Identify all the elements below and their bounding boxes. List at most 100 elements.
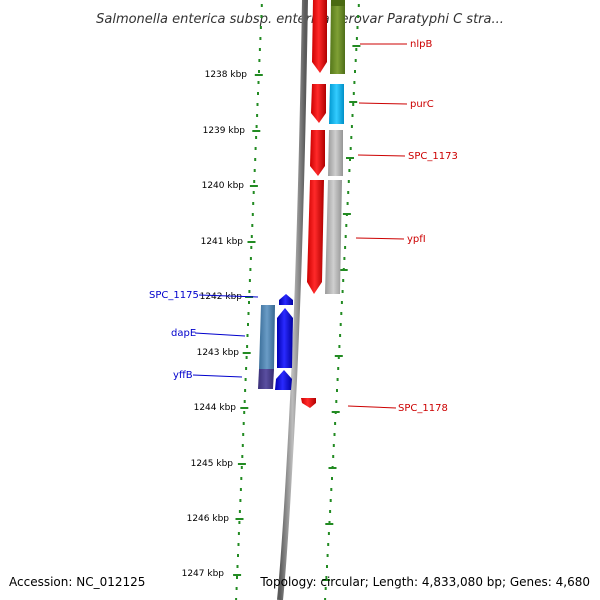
gene-label-spc1178[interactable]: SPC_1178 <box>398 403 448 414</box>
scale-dot <box>335 400 338 403</box>
genome-backbone <box>277 0 308 600</box>
scale-dot <box>258 48 261 51</box>
scale-dot <box>259 26 262 29</box>
scale-dot <box>347 180 350 183</box>
scale-dot <box>249 257 252 260</box>
cog-bar-spc1173[interactable] <box>328 130 343 176</box>
scale-dot <box>336 389 338 392</box>
scale-dot <box>249 268 252 271</box>
cog-bar-nlpb[interactable] <box>330 0 345 74</box>
scale-dot <box>255 136 258 139</box>
gene-arrow-yffb[interactable] <box>275 370 292 390</box>
scale-dot <box>329 510 332 513</box>
scale-dot <box>251 213 254 216</box>
scale-dot <box>250 246 253 249</box>
gene-label-nlpb[interactable]: nlpB <box>410 39 432 50</box>
genome-info-text: Topology: circular; Length: 4,833,080 bp… <box>259 575 590 589</box>
scale-dot <box>258 70 260 73</box>
cog-bar-yffb[interactable] <box>258 369 274 389</box>
cog-bar-dape[interactable] <box>259 305 275 369</box>
scale-dot <box>240 477 243 480</box>
scale-dot <box>248 290 251 293</box>
scale-dot <box>236 576 238 579</box>
gene-arrow-purc[interactable] <box>311 84 326 123</box>
gene-label-yffb[interactable]: yffB <box>173 370 193 381</box>
scale-dot <box>328 521 331 524</box>
scale-dot <box>237 532 240 535</box>
scale-dot <box>337 356 340 359</box>
gene-label-spc1175[interactable]: SPC_1175 <box>149 290 199 301</box>
scale-dot <box>354 70 356 73</box>
scale-dot <box>325 576 328 579</box>
scale-major-tick <box>252 130 261 132</box>
scale-dot <box>241 444 244 447</box>
tick-label-1241: 1241 kbp <box>201 237 244 247</box>
scale-dot <box>250 235 253 238</box>
tick-label-1247: 1247 kbp <box>182 569 225 579</box>
cog-bar-nlpb-top-cap <box>331 0 345 6</box>
scale-dot <box>256 114 259 117</box>
gene-arrow-ypfi[interactable] <box>307 180 324 294</box>
cog-bar-ypfi[interactable] <box>325 180 342 294</box>
scale-dot <box>235 587 238 590</box>
scale-dot <box>243 400 246 403</box>
scale-dot <box>332 444 335 447</box>
scale-dot <box>348 169 351 172</box>
tick-label-1243: 1243 kbp <box>197 348 240 358</box>
scale-dot <box>337 367 340 370</box>
gene-label-purc[interactable]: purC <box>410 99 434 110</box>
scale-dot <box>342 279 345 282</box>
gene-label-ypfi[interactable]: ypfI <box>407 234 426 245</box>
gene-arrow-spc1175[interactable] <box>279 294 293 305</box>
scale-dot <box>239 488 242 491</box>
gene-arrow-dape[interactable] <box>277 308 293 368</box>
scale-major-tick <box>328 467 337 469</box>
scale-dot <box>324 587 327 590</box>
tick-label-1238: 1238 kbp <box>205 70 248 80</box>
scale-major-tick <box>254 74 263 76</box>
scale-dot <box>340 301 343 304</box>
scale-dot <box>347 191 350 194</box>
scale-dot <box>331 477 333 480</box>
scale-major-tick <box>331 411 340 413</box>
scale-major-tick <box>237 463 246 465</box>
scale-dot <box>340 312 343 315</box>
scale-dot <box>341 290 344 293</box>
scale-dot <box>354 59 357 62</box>
scale-dot <box>242 422 245 425</box>
scale-dot <box>245 356 248 359</box>
scale-dot <box>357 15 360 18</box>
accession-text: Accession: NC_012125 <box>9 575 145 589</box>
scale-dot <box>254 158 257 161</box>
scale-dot <box>257 92 259 95</box>
scale-dot <box>333 433 336 436</box>
scale-dot <box>248 301 250 304</box>
tick-label-1244: 1244 kbp <box>194 403 237 413</box>
scale-dot <box>327 532 330 535</box>
gene-label-spc1173[interactable]: SPC_1173 <box>408 151 458 162</box>
gene-arrow-nlpb[interactable] <box>312 0 327 73</box>
scale-dot <box>236 565 239 568</box>
tick-label-1242: 1242 kbp <box>200 292 243 302</box>
scale-dot <box>245 367 248 370</box>
scale-dot <box>350 125 353 128</box>
leader-line-yffb <box>192 374 243 378</box>
scale-dot <box>345 224 348 227</box>
scale-dot <box>239 499 242 502</box>
scale-dot <box>332 455 335 458</box>
scale-major-tick <box>247 241 256 243</box>
scale-dot <box>324 598 327 600</box>
scale-dot <box>244 378 247 381</box>
scale-dot <box>346 202 349 205</box>
scale-dot <box>246 345 249 348</box>
scale-dot <box>238 510 241 513</box>
tick-label-1240: 1240 kbp <box>202 181 245 191</box>
cog-bar-purc[interactable] <box>329 84 344 124</box>
gene-label-dape[interactable]: dapE <box>171 328 196 339</box>
scale-dot <box>338 345 341 348</box>
gene-arrow-spc1173[interactable] <box>310 130 325 176</box>
scale-dot <box>253 180 256 183</box>
gene-arrow-spc1178[interactable] <box>301 398 316 408</box>
scale-major-tick <box>233 574 242 576</box>
